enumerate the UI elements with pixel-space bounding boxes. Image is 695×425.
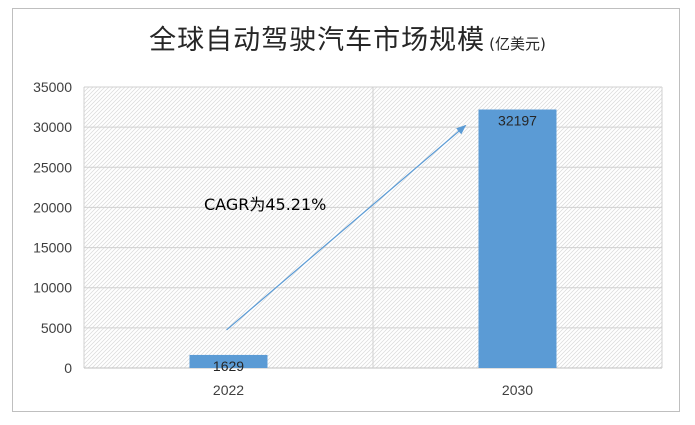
y-tick-label: 0 bbox=[64, 360, 72, 376]
gridlines bbox=[83, 86, 663, 369]
title-unit: (亿美元) bbox=[489, 35, 546, 53]
cagr-annotation: CAGR为45.21% bbox=[204, 195, 326, 214]
data-label: 32197 bbox=[498, 113, 537, 129]
bar-2022 bbox=[189, 354, 268, 368]
y-tick-label: 20000 bbox=[33, 199, 72, 215]
chart-title: 全球自动驾驶汽车市场规模 (亿美元) bbox=[0, 18, 695, 57]
title-text: 全球自动驾驶汽车市场规模 bbox=[149, 25, 486, 56]
data-labels: 1629 32197 bbox=[213, 113, 537, 374]
y-tick-label: 35000 bbox=[33, 79, 72, 95]
x-tick-label: 2030 bbox=[502, 382, 533, 398]
y-tick-label: 5000 bbox=[41, 320, 72, 336]
bars bbox=[189, 109, 557, 368]
bar-2030 bbox=[478, 109, 557, 368]
data-label: 1629 bbox=[213, 358, 244, 374]
growth-arrow bbox=[226, 124, 467, 331]
y-tick-label: 30000 bbox=[33, 119, 72, 135]
y-tick-label: 10000 bbox=[33, 280, 72, 296]
x-tick-label: 2022 bbox=[213, 382, 244, 398]
y-tick-label: 15000 bbox=[33, 240, 72, 256]
x-axis-ticks: 2022 2030 bbox=[213, 382, 533, 398]
y-axis-ticks: 0 5000 10000 15000 20000 25000 30000 35000 bbox=[33, 79, 72, 376]
y-tick-label: 25000 bbox=[33, 159, 72, 175]
